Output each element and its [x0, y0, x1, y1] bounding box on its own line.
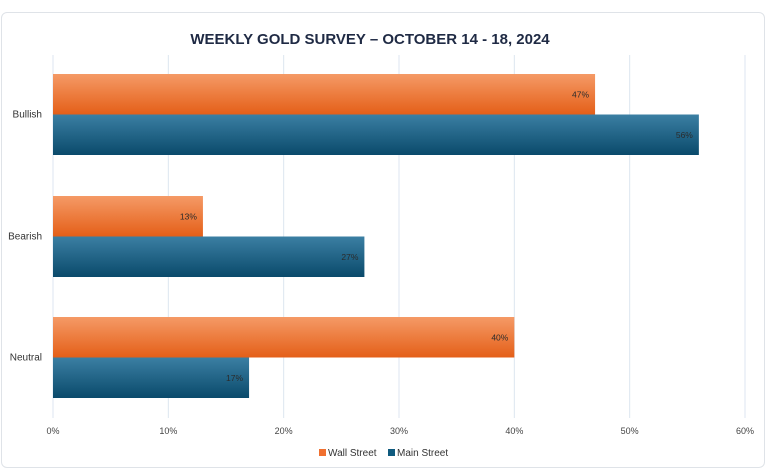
x-tick-label: 0% — [46, 426, 59, 436]
bar-main-street-neutral — [53, 357, 250, 398]
x-tick-label: 30% — [390, 426, 408, 436]
legend: Wall Street Main Street — [319, 448, 448, 459]
category-label-bullish: Bullish — [13, 110, 42, 121]
data-labels: 47% 56% 13% 27% 40% 17% — [180, 89, 693, 383]
bars — [53, 74, 699, 398]
x-axis: 0% 10% 20% 30% 40% 50% 60% — [46, 426, 754, 436]
bar-main-street-bullish — [53, 114, 699, 155]
legend-swatch-wall-street — [319, 449, 326, 456]
bar-main-street-bearish — [53, 236, 365, 277]
y-axis: Bullish Bearish Neutral — [8, 110, 42, 364]
data-label: 47% — [572, 89, 589, 99]
data-label: 27% — [341, 252, 358, 262]
x-tick-label: 10% — [159, 426, 177, 436]
data-label: 13% — [180, 211, 197, 221]
bar-wall-street-bullish — [53, 74, 596, 115]
bar-wall-street-neutral — [53, 317, 515, 358]
x-tick-label: 60% — [736, 426, 754, 436]
category-label-neutral: Neutral — [10, 353, 42, 364]
x-tick-label: 50% — [621, 426, 639, 436]
data-label: 56% — [676, 130, 693, 140]
legend-swatch-main-street — [388, 449, 395, 456]
data-label: 40% — [491, 332, 508, 342]
category-label-bearish: Bearish — [8, 232, 42, 243]
x-tick-label: 20% — [275, 426, 293, 436]
legend-label-wall-street: Wall Street — [328, 448, 377, 459]
chart-title: WEEKLY GOLD SURVEY – OCTOBER 14 - 18, 20… — [190, 31, 550, 48]
data-label: 17% — [226, 373, 243, 383]
bar-wall-street-bearish — [53, 196, 203, 237]
legend-label-main-street: Main Street — [397, 448, 448, 459]
x-tick-label: 40% — [505, 426, 523, 436]
